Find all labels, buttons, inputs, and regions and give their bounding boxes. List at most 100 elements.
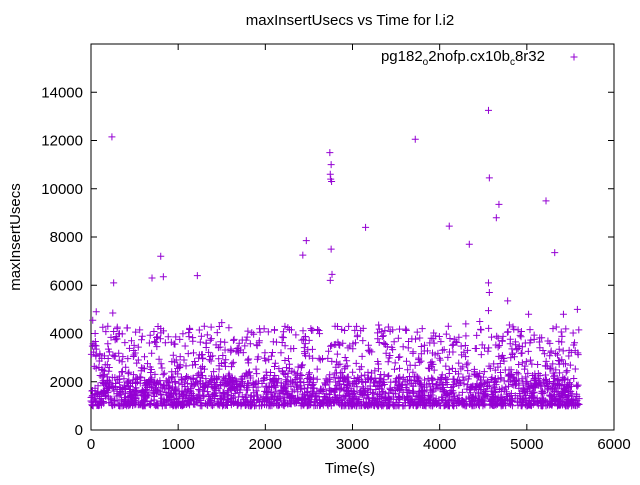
data-point (489, 401, 497, 409)
data-point (365, 348, 373, 356)
data-point (88, 387, 96, 395)
data-point (494, 334, 502, 342)
data-point (157, 252, 165, 260)
data-point (121, 397, 129, 405)
data-point (177, 375, 185, 383)
y-tick-label: 6000 (50, 277, 83, 294)
data-point (189, 349, 197, 357)
data-point (136, 326, 144, 334)
data-point (511, 392, 519, 400)
data-point (96, 372, 104, 380)
data-point (319, 396, 327, 404)
data-point (115, 402, 123, 410)
data-point (518, 402, 526, 410)
data-point (305, 370, 313, 378)
data-point (292, 371, 300, 379)
data-point (104, 340, 112, 348)
data-point (182, 362, 190, 370)
data-point (436, 356, 444, 364)
data-point (206, 336, 214, 344)
data-point (118, 358, 126, 366)
data-point (392, 375, 400, 383)
data-point (410, 373, 418, 381)
data-point (242, 391, 250, 399)
data-point (164, 333, 172, 341)
data-point (553, 387, 561, 395)
data-point (151, 370, 159, 378)
data-point (455, 359, 463, 367)
data-point (168, 358, 176, 366)
data-point (213, 329, 221, 337)
data-point (382, 349, 390, 357)
data-point (464, 359, 472, 367)
data-point (104, 354, 112, 362)
data-point (130, 341, 138, 349)
data-point (498, 337, 506, 345)
data-point (325, 390, 333, 398)
data-point (221, 362, 229, 370)
data-point (182, 373, 190, 381)
data-point (113, 325, 121, 333)
data-point (436, 354, 444, 362)
data-point (202, 379, 210, 387)
data-point (361, 402, 369, 410)
data-point (308, 390, 316, 398)
data-point (259, 393, 267, 401)
data-point (110, 328, 118, 336)
data-point (428, 374, 436, 382)
data-point (89, 316, 97, 324)
data-point (380, 371, 388, 379)
data-point (125, 368, 133, 376)
data-point (445, 222, 453, 230)
data-point (522, 373, 530, 381)
data-point (136, 379, 144, 387)
data-point (506, 335, 514, 343)
data-point (92, 308, 100, 316)
data-point (176, 353, 184, 361)
data-point (87, 350, 95, 358)
data-point (435, 401, 443, 409)
data-point (424, 364, 432, 372)
data-point (268, 348, 276, 356)
data-point (175, 379, 183, 387)
data-point (476, 369, 484, 377)
data-point (351, 326, 359, 334)
data-point (209, 391, 217, 399)
data-point (109, 309, 117, 317)
data-point (462, 353, 470, 361)
data-point (113, 397, 121, 405)
data-point (437, 338, 445, 346)
data-point (150, 327, 158, 335)
data-point (160, 369, 168, 377)
x-tick-label: 0 (87, 436, 95, 453)
data-point (273, 401, 281, 409)
data-point (158, 364, 166, 372)
data-point (426, 392, 434, 400)
data-point (347, 400, 355, 408)
data-point (342, 375, 350, 383)
data-point (152, 401, 160, 409)
data-point (205, 398, 213, 406)
data-point (136, 373, 144, 381)
data-point (229, 336, 237, 344)
data-point (261, 349, 269, 357)
data-point (564, 376, 572, 384)
data-point (523, 377, 531, 385)
data-point (367, 369, 375, 377)
data-point (341, 365, 349, 373)
data-point (215, 365, 223, 373)
data-point (498, 352, 506, 360)
data-point (253, 355, 261, 363)
data-point (283, 388, 291, 396)
data-point (102, 392, 110, 400)
data-point (550, 371, 558, 379)
data-point (518, 343, 526, 351)
data-point (442, 378, 450, 386)
data-point (113, 376, 121, 384)
data-point (216, 343, 224, 351)
data-point (338, 384, 346, 392)
data-point (184, 350, 192, 358)
data-point (505, 321, 513, 329)
data-point (546, 365, 554, 373)
data-point (524, 369, 532, 377)
